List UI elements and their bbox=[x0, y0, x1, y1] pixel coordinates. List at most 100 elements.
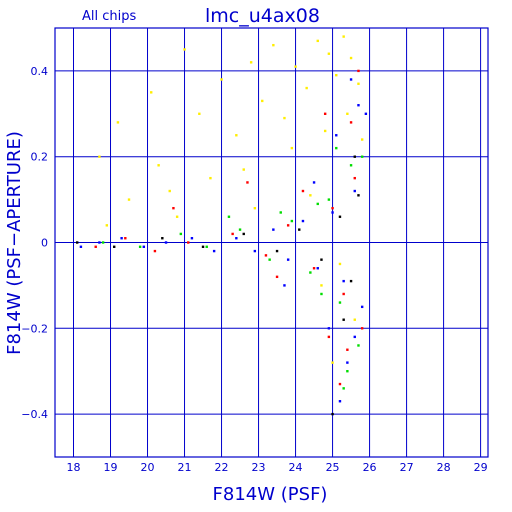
data-point bbox=[235, 134, 238, 137]
data-point bbox=[331, 412, 334, 416]
data-point bbox=[157, 164, 160, 167]
data-point bbox=[98, 241, 101, 244]
data-point bbox=[349, 56, 353, 60]
data-point bbox=[212, 249, 216, 253]
y-tick-label: 0 bbox=[41, 237, 48, 250]
data-point bbox=[205, 245, 208, 248]
data-point bbox=[338, 301, 342, 304]
data-point bbox=[190, 237, 194, 240]
data-point bbox=[264, 254, 268, 257]
data-point bbox=[346, 348, 349, 351]
data-point bbox=[142, 245, 146, 248]
x-tick-label: 20 bbox=[141, 461, 155, 474]
data-point bbox=[338, 400, 342, 403]
data-point bbox=[320, 284, 323, 287]
y-tick-labels: −0.4 −0.2 0 0.2 0.4 bbox=[21, 65, 48, 421]
data-point bbox=[360, 155, 364, 158]
data-point bbox=[187, 241, 190, 244]
data-point bbox=[338, 215, 342, 218]
x-tick-label: 19 bbox=[104, 461, 118, 474]
data-point bbox=[242, 168, 245, 171]
data-point bbox=[323, 112, 327, 115]
data-point bbox=[320, 258, 323, 261]
y-tick-label: 0.4 bbox=[31, 65, 49, 78]
data-point bbox=[294, 65, 297, 68]
plot-frame bbox=[54, 27, 489, 458]
data-point bbox=[335, 146, 338, 150]
data-point bbox=[286, 258, 290, 261]
x-tick-label: 21 bbox=[178, 461, 192, 474]
data-point bbox=[172, 206, 175, 210]
data-point bbox=[331, 206, 334, 210]
y-tick-label: −0.4 bbox=[21, 408, 48, 421]
data-point bbox=[360, 138, 364, 141]
data-point bbox=[342, 318, 345, 321]
data-point bbox=[268, 258, 271, 261]
data-point bbox=[76, 241, 79, 244]
data-point bbox=[349, 279, 353, 283]
data-point bbox=[275, 249, 279, 253]
data-point bbox=[164, 241, 168, 244]
data-point bbox=[316, 202, 319, 206]
data-point bbox=[279, 211, 282, 214]
data-point bbox=[150, 91, 153, 94]
data-point bbox=[290, 146, 294, 150]
data-point bbox=[246, 181, 249, 184]
data-point bbox=[309, 271, 312, 274]
data-point bbox=[253, 206, 257, 210]
x-tick-label: 28 bbox=[437, 461, 451, 474]
data-point bbox=[272, 43, 275, 47]
y-axis-label: F814W (PSF−APERTURE) bbox=[4, 131, 25, 355]
data-point bbox=[231, 232, 234, 236]
data-point bbox=[349, 78, 353, 81]
data-point bbox=[331, 211, 334, 214]
data-point bbox=[316, 267, 319, 270]
axes bbox=[54, 27, 489, 458]
data-point bbox=[327, 52, 331, 55]
data-point bbox=[290, 219, 294, 223]
x-tick-labels: 18 19 20 21 22 23 24 25 26 27 28 29 bbox=[67, 461, 488, 474]
x-axis-label: F814W (PSF) bbox=[213, 484, 328, 505]
data-point bbox=[127, 198, 131, 201]
data-point bbox=[116, 121, 120, 124]
data-point bbox=[360, 305, 364, 309]
data-point bbox=[98, 155, 101, 158]
data-point bbox=[283, 284, 286, 287]
data-point bbox=[227, 215, 231, 218]
data-point bbox=[275, 275, 279, 279]
data-point bbox=[153, 249, 157, 253]
data-point bbox=[105, 224, 109, 227]
grid bbox=[55, 28, 488, 457]
data-point bbox=[183, 48, 186, 51]
data-point bbox=[327, 327, 331, 330]
data-point bbox=[220, 78, 223, 81]
data-point bbox=[283, 116, 286, 120]
data-point bbox=[286, 224, 290, 227]
data-point bbox=[357, 82, 360, 85]
y-tick-label: −0.2 bbox=[21, 322, 48, 335]
data-point bbox=[305, 86, 308, 90]
data-point bbox=[353, 155, 356, 158]
data-point bbox=[353, 189, 356, 193]
data-point bbox=[335, 134, 338, 137]
data-point bbox=[249, 61, 253, 64]
data-point bbox=[101, 241, 105, 244]
data-point bbox=[209, 176, 212, 180]
data-point bbox=[346, 361, 349, 364]
chart-subtitle: All chips bbox=[82, 9, 136, 24]
data-point bbox=[346, 370, 349, 373]
data-point bbox=[342, 387, 345, 390]
x-tick-label: 29 bbox=[474, 461, 488, 474]
data-point bbox=[94, 245, 97, 248]
x-tick-label: 26 bbox=[363, 461, 377, 474]
data-point bbox=[113, 245, 116, 248]
data-point bbox=[349, 121, 353, 124]
data-point bbox=[168, 189, 171, 193]
data-point bbox=[357, 69, 360, 73]
data-point bbox=[198, 112, 201, 115]
y-tick-label: 0.2 bbox=[31, 151, 49, 164]
data-point bbox=[342, 35, 345, 38]
x-tick-label: 25 bbox=[326, 461, 340, 474]
data-point bbox=[346, 112, 349, 115]
